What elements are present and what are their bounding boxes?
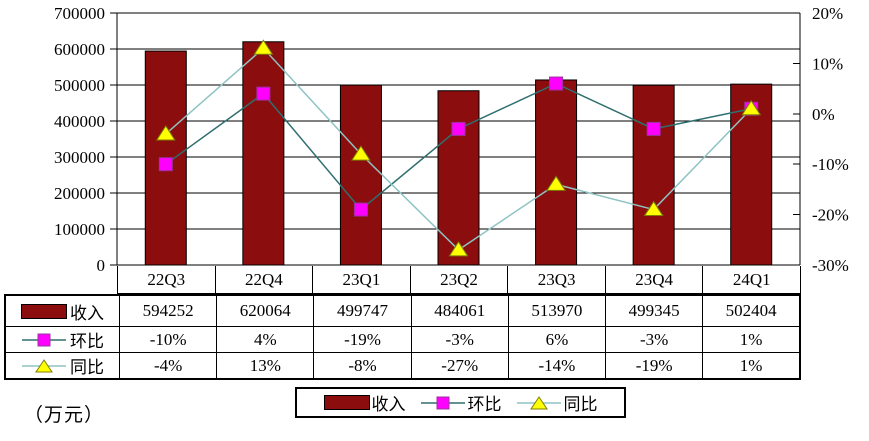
cell-yoy-22q4: 13%: [216, 352, 315, 380]
cell-yoy-24q1: 1%: [702, 352, 801, 380]
yoy-marker-23q4: [643, 200, 664, 217]
cell-qoq-23q1: -19%: [313, 326, 412, 353]
qoq-marker-23q2: [451, 121, 466, 136]
yoy-marker-23q1: [351, 145, 371, 161]
legend-label-yoy: 同比: [563, 395, 598, 414]
qoq-marker-23q1: [353, 202, 368, 217]
cell-qoq-23q4: -3%: [605, 326, 704, 353]
right-axis-label: 0%: [812, 105, 835, 124]
cell-yoy-23q2: -27%: [410, 352, 509, 380]
x-axis-category-row: 22Q3 22Q4 23Q1 23Q2 23Q3 23Q4 24Q1: [117, 266, 801, 294]
cell-qoq-23q3: 6%: [507, 326, 607, 353]
unit-label: （万元）: [24, 405, 105, 426]
x-axis-category-23q1: 23Q1: [313, 266, 411, 293]
row-header-yoy: 同比: [4, 352, 120, 380]
row-header-qoq: 环比: [4, 326, 120, 353]
revenue-bar-23q2: [437, 90, 480, 266]
left-axis-label: 200000: [54, 184, 105, 203]
x-axis-category-23q4: 23Q4: [606, 266, 704, 293]
cell-revenue-23q3: 513970: [507, 294, 607, 327]
yoy-marker-23q3: [546, 175, 566, 191]
cell-qoq-22q4: 4%: [216, 326, 315, 353]
yoy-marker-22q3: [155, 125, 176, 141]
qoq-marker-23q3: [549, 76, 564, 91]
table-row-revenue: 收入 594252 620064 499747 484061 513970 499345 50…: [4, 294, 801, 327]
legend-label-qoq: 环比: [467, 395, 502, 414]
cell-qoq-23q2: -3%: [410, 326, 509, 353]
cell-yoy-23q3: -14%: [507, 352, 607, 380]
legend-item-yoy: 同比: [516, 390, 598, 415]
right-axis-label: -20%: [812, 206, 849, 225]
left-axis-label: 600000: [54, 40, 105, 59]
yoy-marker-22q4: [253, 39, 274, 55]
left-axis-label: 0: [97, 256, 106, 275]
left-axis-label: 100000: [54, 220, 105, 239]
table-row-qoq: 环比 -10% 4% -19% -3% 6% -3% 1%: [4, 326, 801, 353]
right-axis-label: -10%: [812, 155, 849, 174]
legend-label-revenue: 收入: [371, 395, 406, 414]
cell-revenue-24q1: 502404: [702, 294, 801, 327]
cell-yoy-22q3: -4%: [118, 352, 218, 380]
left-axis-label: 400000: [54, 112, 105, 131]
cell-revenue-23q2: 484061: [410, 294, 509, 327]
yoy-marker-24q1: [741, 99, 762, 116]
x-axis-category-23q3: 23Q3: [508, 266, 606, 293]
left-axis-label: 700000: [54, 4, 105, 23]
revenue-swatch: [21, 303, 67, 319]
cell-qoq-22q3: -10%: [118, 326, 218, 353]
cell-qoq-24q1: 1%: [702, 326, 801, 353]
row-header-revenue: 收入: [4, 294, 120, 327]
revenue-swatch: [323, 395, 370, 410]
table-row-yoy: 同比 -4% 13% -8% -27% -14% -19% 1%: [4, 352, 801, 380]
x-axis-category-24q1: 24Q1: [732, 269, 771, 289]
revenue-bar-23q3: [535, 79, 578, 266]
cell-yoy-23q1: -8%: [313, 352, 412, 380]
revenue-bar-23q1: [339, 84, 382, 266]
qoq-swatch: [420, 396, 465, 409]
x-axis-category-22q3: 22Q3: [118, 266, 216, 293]
yoy-swatch: [516, 395, 561, 409]
row-label-qoq: 环比: [70, 332, 104, 351]
qoq-marker-23q4: [646, 121, 661, 136]
qoq-marker-22q3: [158, 157, 173, 172]
legend-item-qoq: 环比: [420, 390, 502, 415]
left-axis-label: 500000: [54, 76, 105, 95]
yoy-marker-23q2: [448, 240, 469, 257]
revenue-bar-22q4: [242, 41, 285, 266]
chart-plot: 700000 600000 500000 400000 300000 200000 1000…: [54, 4, 849, 275]
legend-item-revenue: 收入: [323, 390, 406, 415]
right-axis-label: 20%: [812, 4, 843, 23]
cell-revenue-22q4: 620064: [216, 294, 315, 327]
revenue-bar-23q4: [632, 84, 675, 266]
chart-data-table: 收入 594252 620064 499747 484061 513970 499345 50…: [4, 294, 801, 380]
row-label-revenue: 收入: [70, 303, 104, 323]
qoq-swatch: [22, 333, 66, 346]
yoy-swatch: [22, 358, 66, 372]
cell-revenue-23q4: 499345: [605, 294, 704, 327]
row-label-yoy: 同比: [70, 358, 104, 377]
left-axis-label: 300000: [54, 148, 105, 167]
cell-revenue-22q3: 594252: [118, 294, 218, 327]
cell-revenue-23q1: 499747: [313, 294, 412, 327]
chart-legend: 收入 环比 同比: [295, 387, 626, 418]
cell-yoy-23q4: -19%: [605, 352, 704, 380]
x-axis-category-22q4: 22Q4: [216, 266, 314, 293]
qoq-marker-22q4: [256, 86, 271, 101]
right-axis-label: -30%: [812, 256, 849, 275]
x-axis-category-23q2: 23Q2: [411, 266, 509, 293]
right-axis-label: 10%: [812, 54, 843, 73]
